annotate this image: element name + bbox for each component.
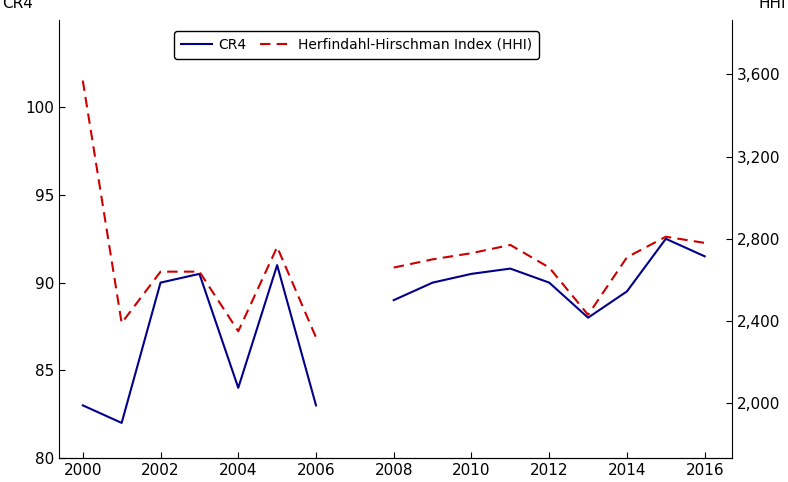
CR4 bbox=[117, 420, 126, 426]
Herfindahl-Hirschman Index (HHI) bbox=[156, 269, 165, 275]
Herfindahl-Hirschman Index (HHI) bbox=[233, 328, 243, 334]
Herfindahl-Hirschman Index (HHI) bbox=[78, 78, 87, 83]
Herfindahl-Hirschman Index (HHI) bbox=[311, 335, 321, 340]
Line: CR4: CR4 bbox=[83, 265, 316, 423]
CR4 bbox=[195, 271, 204, 277]
CR4 bbox=[233, 385, 243, 391]
Legend: CR4, Herfindahl-Hirschman Index (HHI): CR4, Herfindahl-Hirschman Index (HHI) bbox=[174, 31, 539, 59]
Herfindahl-Hirschman Index (HHI) bbox=[117, 320, 126, 326]
CR4 bbox=[156, 280, 165, 285]
CR4 bbox=[311, 402, 321, 408]
Herfindahl-Hirschman Index (HHI) bbox=[195, 269, 204, 275]
CR4 bbox=[78, 402, 87, 408]
Y-axis label: HHI: HHI bbox=[759, 0, 786, 11]
Line: Herfindahl-Hirschman Index (HHI): Herfindahl-Hirschman Index (HHI) bbox=[83, 80, 316, 337]
Y-axis label: CR4: CR4 bbox=[2, 0, 32, 11]
CR4 bbox=[273, 262, 282, 268]
Herfindahl-Hirschman Index (HHI) bbox=[273, 244, 282, 250]
